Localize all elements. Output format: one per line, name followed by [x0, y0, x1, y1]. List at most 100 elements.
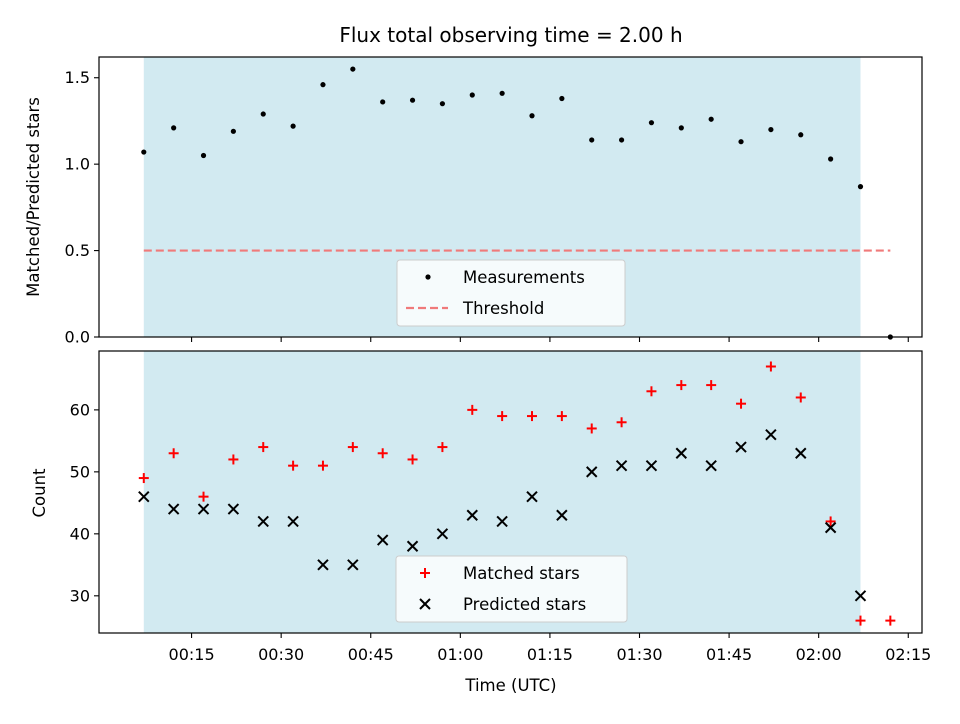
matched-star-point — [855, 615, 866, 626]
bottom-axes-frame — [98, 350, 923, 634]
predicted-star-point — [406, 540, 419, 552]
x-tick-label: 00:15 — [169, 645, 215, 664]
matched-star-point — [228, 454, 239, 465]
top-legend-box — [396, 259, 626, 327]
measurement-point — [768, 126, 774, 133]
measurement-point — [499, 90, 505, 96]
x-tick-label: 00:30 — [258, 645, 304, 664]
y-tick-label: 0.5 — [65, 241, 90, 260]
y-tick-label: 60 — [70, 400, 90, 419]
top-y-ticks: 0.0 0.5 1.0 1.5 — [65, 68, 99, 347]
matched-star-point — [377, 448, 388, 459]
top-y-axis-label: Matched/Predicted stars — [24, 97, 43, 297]
matched-star-point — [885, 615, 896, 626]
predicted-star-point — [705, 459, 717, 472]
matched-star-point — [168, 448, 179, 459]
measurement-point — [828, 156, 834, 162]
bottom-y-ticks: 30 40 50 60 — [70, 400, 99, 605]
top-legend: Measurements Threshold — [396, 259, 626, 327]
x-tick-label: 02:00 — [796, 645, 842, 664]
predicted-star-point — [287, 515, 299, 528]
predicted-star-point — [138, 490, 150, 503]
predicted-star-point — [854, 590, 867, 602]
legend-predicted-label: Predicted stars — [463, 595, 586, 614]
matched-star-point — [437, 442, 448, 453]
measurement-point — [260, 111, 266, 117]
measurement-point — [409, 97, 416, 103]
x-tick-label: 01:45 — [706, 645, 752, 664]
measurement-point — [200, 152, 207, 159]
legend-threshold-label: Threshold — [462, 299, 544, 318]
x-tick-label: 01:00 — [437, 645, 483, 664]
predicted-star-point — [556, 509, 568, 521]
y-tick-label: 50 — [70, 462, 90, 481]
measurement-point — [290, 123, 296, 129]
measurement-point — [678, 125, 684, 131]
matched-star-point — [288, 460, 299, 471]
predicted-star-point — [317, 559, 329, 571]
predicted-star-point — [526, 490, 538, 503]
measurement-point — [618, 137, 625, 143]
chart-title: Flux total observing time = 2.00 h — [339, 23, 682, 47]
matched-star-point — [556, 411, 567, 422]
matched-star-point — [795, 392, 806, 403]
measurement-point — [857, 184, 864, 190]
measurement-point — [708, 116, 714, 122]
bottom-x-ticks: 00:15 00:30 00:45 01:00 01:15 01:30 01:45 02:00… — [169, 633, 931, 664]
matched-star-point — [586, 423, 597, 434]
predicted-star-point — [227, 503, 240, 515]
matched-star-point — [138, 473, 149, 484]
measurement-point — [171, 125, 177, 131]
matched-star-point — [467, 404, 478, 415]
measurement-point — [469, 92, 475, 98]
predicted-star-point — [795, 447, 807, 459]
y-tick-label: 1.5 — [65, 68, 90, 87]
top-panel: 0.0 0.5 1.0 1.5 Matched/Predicted stars Mea… — [24, 56, 923, 347]
y-tick-label: 1.0 — [65, 155, 90, 174]
matched-star-point — [706, 380, 717, 391]
measurement-point — [320, 82, 326, 88]
top-marks — [141, 66, 893, 340]
measurement-point — [350, 66, 356, 72]
legend-matched-marker — [420, 568, 430, 578]
matched-star-point — [646, 386, 657, 397]
measurement-point — [141, 149, 147, 155]
y-tick-label: 30 — [70, 586, 90, 605]
legend-predicted-marker — [419, 598, 431, 610]
measurement-point — [589, 137, 595, 143]
measurement-point — [559, 95, 565, 102]
predicted-star-point — [496, 515, 508, 528]
predicted-star-point — [257, 515, 269, 528]
predicted-star-point — [645, 459, 658, 472]
bottom-marks — [138, 361, 896, 626]
measurement-point — [798, 132, 804, 138]
predicted-star-point — [376, 534, 389, 546]
measurement-point — [439, 101, 446, 107]
x-tick-label: 02:15 — [885, 645, 931, 664]
predicted-star-point — [675, 447, 688, 459]
legend-measurements-label: Measurements — [463, 268, 585, 287]
predicted-star-point — [735, 441, 747, 453]
predicted-star-point — [586, 466, 598, 478]
y-tick-label: 40 — [70, 524, 90, 543]
measurement-point — [738, 139, 744, 145]
x-tick-label: 01:30 — [616, 645, 662, 664]
top-x-ticks — [191, 337, 909, 342]
legend-measurements-marker — [425, 274, 431, 280]
measurement-point — [230, 128, 236, 134]
x-tick-label: 01:15 — [527, 645, 573, 664]
matched-star-point — [198, 491, 209, 502]
predicted-star-point — [197, 503, 210, 515]
matched-star-point — [765, 361, 776, 372]
predicted-star-point — [436, 528, 449, 540]
matched-star-point — [497, 411, 508, 422]
legend-matched-label: Matched stars — [463, 564, 580, 583]
predicted-star-point — [466, 509, 478, 521]
matched-star-point — [527, 411, 538, 422]
x-axis-label: Time (UTC) — [464, 676, 556, 695]
matched-star-point — [407, 454, 418, 465]
matched-star-point — [616, 417, 627, 428]
matched-star-point — [736, 398, 747, 409]
